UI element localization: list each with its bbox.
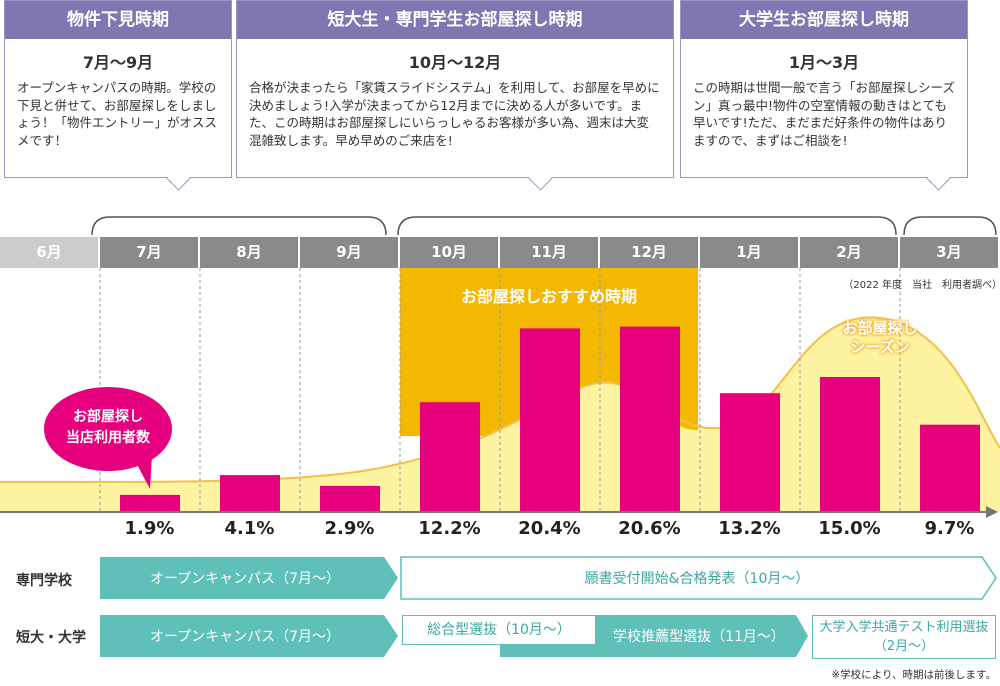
month-7月: 7月 xyxy=(100,237,200,268)
bar-1月 xyxy=(720,393,780,512)
value-label-9月: 2.9% xyxy=(324,518,375,539)
bar-8月 xyxy=(220,475,280,512)
value-label-1月: 13.2% xyxy=(718,518,781,539)
month-8月: 8月 xyxy=(200,237,300,268)
value-label-2月: 15.0% xyxy=(818,518,881,539)
month-11月: 11月 xyxy=(500,237,600,268)
row2-common-test: 大学入学共通テスト利用選抜 （2月～） xyxy=(812,615,996,659)
period-3-title: 大学生お部屋探し時期 xyxy=(681,1,967,39)
month-1月: 1月 xyxy=(700,237,800,268)
period-3-text: この時期は世間一般で言う「お部屋探しシーズン」真っ最中!物件の空室情報の動きはと… xyxy=(693,80,955,148)
bar-12月 xyxy=(620,326,680,512)
bar-10月 xyxy=(420,402,480,512)
row1-opencampus-arrow xyxy=(100,557,398,599)
row1-opencampus-text: オープンキャンパス（7月～） xyxy=(149,571,341,587)
bracket-1 xyxy=(91,216,387,236)
footnote: ※学校により、時期は前後します。 xyxy=(831,669,996,681)
period-2-text: 合格が決まったら「家賃スライドシステム」を利用して、お部屋を早めに決めましょう!… xyxy=(249,80,660,148)
period-box-3: 大学生お部屋探し時期 1月～3月 この時期は世間一般で言う「お部屋探しシーズン」… xyxy=(680,0,968,178)
bracket-2 xyxy=(397,216,897,236)
users-bubble-tail xyxy=(132,455,152,489)
month-12月: 12月 xyxy=(600,237,700,268)
source-note: （2022 年度 当社 利用者調べ） xyxy=(843,280,1000,291)
recommend-label: お部屋探しおすすめ時期 xyxy=(460,287,637,306)
schedule-row-1-label: 専門学校 xyxy=(16,573,72,589)
row2-recommend-arrow-top xyxy=(596,615,808,636)
value-label-8月: 4.1% xyxy=(224,518,275,539)
period-1-range: 7月～9月 xyxy=(82,53,154,72)
users-label: お部屋探し 当店利用者数 xyxy=(66,409,150,446)
month-9月: 9月 xyxy=(300,237,400,268)
value-label-12月: 20.6% xyxy=(618,518,681,539)
value-label-3月: 9.7% xyxy=(924,518,975,539)
bar-9月 xyxy=(320,485,380,512)
bar-11月 xyxy=(520,328,580,512)
period-1-text: オープンキャンパスの時期。学校の下見と併せて、お部屋探しをしましょう！「物件エン… xyxy=(17,80,218,148)
row2-opencampus-text: オープンキャンパス（7月～） xyxy=(149,629,341,645)
bar-3月 xyxy=(920,424,980,512)
schedule-row-2-label: 短大・大学 xyxy=(16,630,86,646)
period-2-range: 10月～12月 xyxy=(408,53,502,72)
period-brackets xyxy=(91,216,997,236)
schedule-arrows xyxy=(100,556,997,657)
row1-application-text: 願書受付開始&合格発表（10月～） xyxy=(584,571,810,587)
season-label: お部屋探し シーズン xyxy=(842,319,918,356)
x-axis-arrow xyxy=(986,506,998,518)
row2-general-selection: 総合型選抜（10月～） xyxy=(402,615,596,645)
period-1-title: 物件下見時期 xyxy=(5,1,231,39)
row2-recommend-text: 学校推薦型選抜（11月～） xyxy=(613,629,785,645)
value-label-11月: 20.4% xyxy=(518,518,581,539)
month-10月: 10月 xyxy=(400,237,500,268)
bar-2月 xyxy=(820,377,880,512)
row2-opencampus-arrow xyxy=(100,615,398,657)
value-label-10月: 12.2% xyxy=(418,518,481,539)
month-2月: 2月 xyxy=(800,237,900,268)
chart-area xyxy=(0,268,1000,518)
period-box-1: 物件下見時期 7月～9月 オープンキャンパスの時期。学校の下見と併せて、お部屋探… xyxy=(4,0,232,178)
period-3-range: 1月～3月 xyxy=(788,53,860,72)
period-box-2: 短大生・専門学生お部屋探し時期 10月～12月 合格が決まったら「家賃スライドシ… xyxy=(236,0,674,178)
bracket-3 xyxy=(903,216,997,236)
month-6月: 6月 xyxy=(0,237,100,268)
month-3月: 3月 xyxy=(900,237,1000,268)
bar-7月 xyxy=(120,494,180,512)
period-2-title: 短大生・専門学生お部屋探し時期 xyxy=(237,1,673,39)
value-label-7月: 1.9% xyxy=(124,518,175,539)
row1-application-arrow xyxy=(400,556,997,600)
